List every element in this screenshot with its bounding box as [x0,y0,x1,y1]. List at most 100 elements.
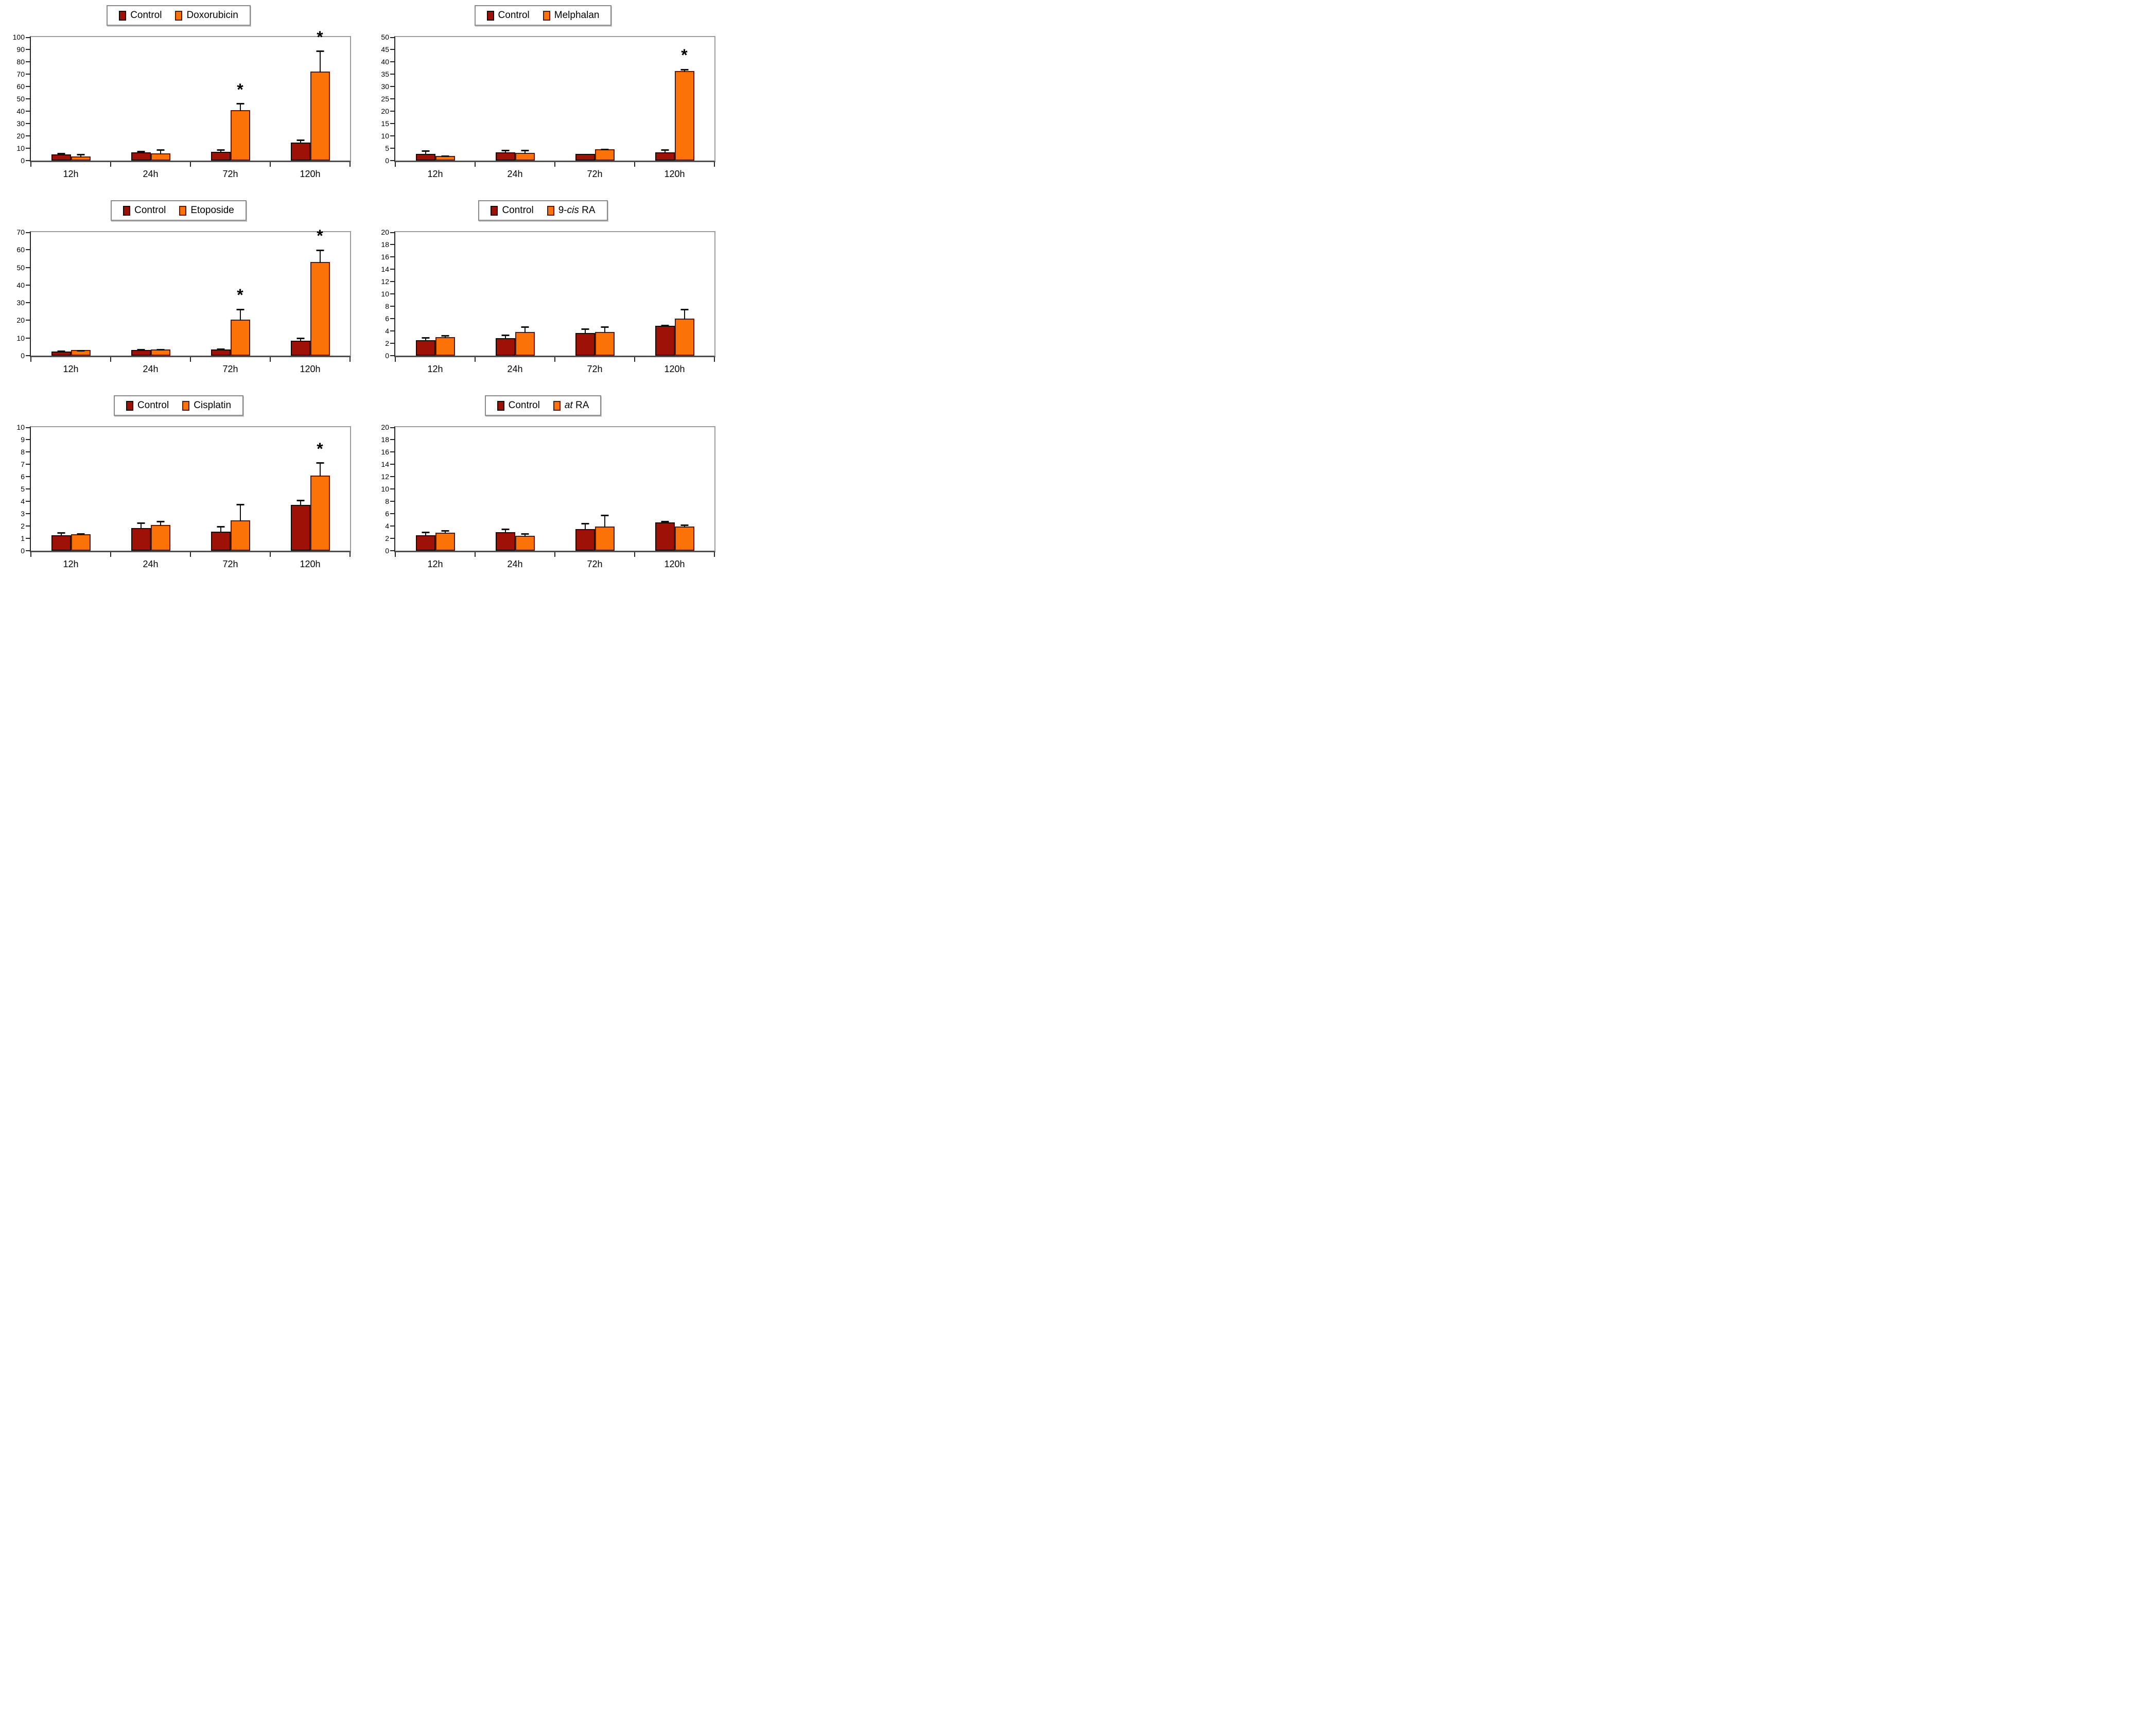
bar-treatment: * [230,287,250,356]
bar-group-12h [395,232,475,356]
x-tick [110,162,111,167]
bar-control [290,500,310,551]
legend-item-treatment: 9-cis RA [547,205,596,216]
y-tick [390,256,394,257]
legend-box: Control Melphalan [474,5,612,26]
y-tick-label: 2 [21,522,25,530]
y-tick-label: 16 [381,448,389,456]
x-axis-label: 12h [63,364,79,374]
legend-label-part: RA [579,205,596,216]
legend-label-treatment: Doxorubicin [186,10,238,21]
y-tick [390,513,394,514]
y-tick [26,37,30,38]
legend-row: Control Etoposide [2,200,355,221]
plot-wrap: 0 2 4 6 8 10 12 14 16 18 20 12h 24h 72h 120h [366,229,720,374]
y-tick [26,98,30,99]
y-tick [26,488,30,489]
error-bar-line [444,531,446,534]
bar-group-12h [31,232,111,356]
legend-label-part: Control [508,400,540,411]
bar-treatment [674,524,694,551]
y-tick [26,160,30,161]
error-bar-cap [77,350,84,352]
x-axis-label: 72h [222,364,238,374]
y-tick-label: 0 [385,547,389,555]
legend-box: Control 9-cis RA [478,200,608,221]
x-axis-label: 72h [587,559,603,569]
error-bar-line [504,335,506,340]
y-tick-label: 50 [16,95,25,103]
legend-item-control: Control [123,205,166,216]
y-tick [26,427,30,428]
legend-swatch-control [119,10,127,21]
bar-control [495,529,515,551]
x-axis-label: 24h [143,169,159,179]
legend-label-treatment: Etoposide [190,205,234,216]
error-bar-line [684,69,685,72]
x-tick [270,357,271,362]
chart-panel-9-cis-ra: Control 9-cis RA 0 2 4 6 8 10 12 14 16 18 20 12h 24h 72… [366,200,720,374]
x-axis-label: 24h [507,364,523,374]
y-tick-label: 14 [381,460,389,468]
error-bar-cap [521,150,529,152]
legend-label-part: at [564,400,573,411]
bar-group-120h: * [270,427,350,551]
error-bar-line [160,521,161,526]
bar-control [415,150,435,161]
bar-control [131,349,151,356]
legend-item-treatment: Doxorubicin [175,10,238,21]
error-bar-cap [217,525,224,528]
bar-treatment [515,326,535,356]
legend-item-treatment: Etoposide [179,205,234,216]
legend-label-part: Control [130,10,162,21]
bar-group-72h [555,232,635,356]
error-bar-cap [236,103,244,105]
y-tick-label: 50 [381,33,389,41]
bar-group-12h [31,427,111,551]
legend-swatch-control [497,400,504,411]
legend-label-treatment: Melphalan [554,10,600,21]
y-tick-label: 20 [16,132,25,140]
bar-group-24h [111,427,190,551]
y-tick-label: 60 [16,82,25,91]
x-axis-label: 12h [63,169,79,179]
error-bar-cap [57,532,65,534]
bar-group-72h [190,427,270,551]
error-bar-line [604,327,605,334]
legend-swatch-control [126,400,133,411]
bar-group-72h [555,427,635,551]
error-bar-line [684,309,685,320]
x-tick [349,162,351,167]
plot-area-doxorubicin: 0 10 20 30 40 50 60 70 80 90 100 12h 24h * 72h * 120h [13,29,351,179]
y-tick-label: 16 [381,253,389,261]
y-tick [390,550,394,551]
y-tick [26,525,30,527]
x-tick [190,552,191,557]
bar-control [211,525,231,551]
x-tick [30,357,31,362]
error-bar-line [684,525,685,528]
legend-box: Control Cisplatin [113,395,244,416]
error-bar-cap [601,326,608,328]
x-axis-label: 12h [427,559,443,569]
bar-control [51,153,71,161]
y-tick-label: 8 [385,302,389,310]
bar-treatment [435,335,455,356]
y-tick [26,451,30,452]
bar-treatment [595,326,615,356]
legend-label-control: Control [502,205,533,216]
y-tick-label: 70 [16,70,25,78]
y-tick [26,249,30,251]
y-tick-label: 9 [21,435,25,444]
y-tick [390,318,394,319]
error-bar-line [220,150,221,153]
error-bar-cap [441,530,449,532]
bar-control [655,324,675,356]
bar-treatment: * [230,81,250,161]
x-tick [190,162,191,167]
x-axis-label: 120h [300,364,321,374]
legend-label-control: Control [137,400,169,411]
error-bar-cap [236,503,244,505]
error-bar-line [524,534,526,537]
y-tick [390,232,394,233]
